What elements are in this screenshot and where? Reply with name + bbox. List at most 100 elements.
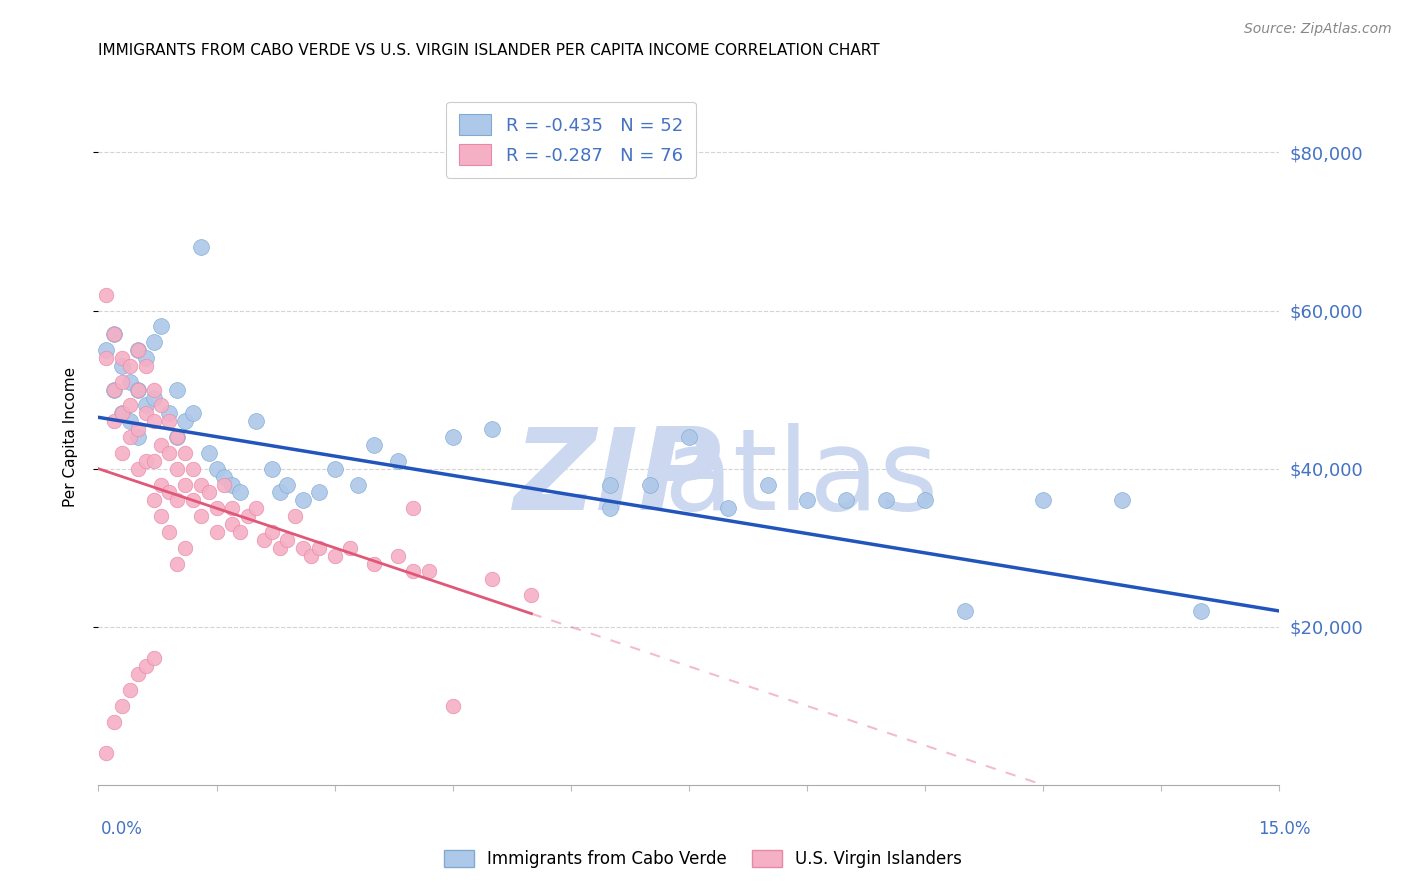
Point (387, 454, 409, 468)
Point (205, 524, 228, 539)
Point (190, 240, 212, 254)
Point (103, 383, 125, 397)
Point (717, 501, 740, 516)
Point (181, 406, 204, 420)
Point (135, 406, 157, 420)
Point (276, 533, 298, 547)
Point (678, 430, 700, 444)
Point (214, 477, 236, 491)
Point (174, 541, 197, 555)
Point (166, 557, 188, 571)
Point (174, 446, 197, 460)
Point (190, 509, 212, 524)
Point (953, 604, 976, 618)
Point (157, 414, 180, 428)
Point (1111, 493, 1133, 508)
Point (166, 383, 188, 397)
Y-axis label: Per Capita Income: Per Capita Income (63, 367, 77, 508)
Point (323, 549, 346, 563)
Point (142, 454, 165, 468)
Point (96, 343, 118, 358)
Text: 15.0%: 15.0% (1258, 820, 1310, 838)
Point (363, 438, 385, 452)
Point (96, 351, 118, 365)
Point (269, 485, 291, 500)
Point (135, 359, 157, 373)
Point (1032, 493, 1054, 508)
Point (181, 493, 204, 508)
Point (166, 430, 188, 444)
Point (142, 391, 165, 405)
Point (190, 477, 212, 491)
Point (103, 414, 125, 428)
Point (150, 319, 173, 334)
Point (127, 422, 149, 436)
Point (103, 714, 125, 729)
Text: ZIP: ZIP (513, 424, 723, 534)
Text: IMMIGRANTS FROM CABO VERDE VS U.S. VIRGIN ISLANDER PER CAPITA INCOME CORRELATION: IMMIGRANTS FROM CABO VERDE VS U.S. VIRGI… (98, 43, 880, 58)
Point (441, 698, 464, 713)
Point (197, 446, 219, 460)
Point (875, 493, 897, 508)
Point (181, 461, 204, 475)
Point (1189, 604, 1212, 618)
Point (260, 461, 283, 475)
Point (142, 414, 165, 428)
Point (135, 351, 157, 365)
Point (756, 477, 779, 491)
Point (520, 588, 543, 602)
Point (111, 375, 134, 389)
Point (111, 359, 134, 373)
Point (481, 422, 503, 436)
Point (103, 327, 125, 342)
Point (157, 406, 180, 420)
Point (308, 485, 330, 500)
Point (142, 335, 165, 350)
Point (127, 383, 149, 397)
Point (166, 493, 188, 508)
Point (135, 399, 157, 413)
Point (150, 438, 173, 452)
Point (118, 414, 141, 428)
Point (229, 524, 252, 539)
Point (135, 454, 157, 468)
Point (197, 485, 219, 500)
Point (276, 477, 298, 491)
Point (174, 477, 197, 491)
Point (166, 430, 188, 444)
Point (157, 485, 180, 500)
Legend: Immigrants from Cabo Verde, U.S. Virgin Islanders: Immigrants from Cabo Verde, U.S. Virgin … (437, 843, 969, 875)
Text: Source: ZipAtlas.com: Source: ZipAtlas.com (1244, 22, 1392, 37)
Point (363, 557, 385, 571)
Point (118, 683, 141, 698)
Point (103, 327, 125, 342)
Point (103, 383, 125, 397)
Point (481, 573, 503, 587)
Point (111, 698, 134, 713)
Point (347, 477, 370, 491)
Point (205, 461, 228, 475)
Point (284, 509, 307, 524)
Point (118, 375, 141, 389)
Point (599, 501, 621, 516)
Point (599, 477, 621, 491)
Point (221, 477, 243, 491)
Point (111, 406, 134, 420)
Point (638, 477, 661, 491)
Point (260, 524, 283, 539)
Point (339, 541, 361, 555)
Point (245, 414, 267, 428)
Point (96, 287, 118, 301)
Point (127, 383, 149, 397)
Point (308, 541, 330, 555)
Point (118, 430, 141, 444)
Point (127, 667, 149, 681)
Point (796, 493, 818, 508)
Point (157, 524, 180, 539)
Point (229, 485, 252, 500)
Point (135, 659, 157, 673)
Point (253, 533, 276, 547)
Point (292, 493, 315, 508)
Point (292, 541, 315, 555)
Point (174, 414, 197, 428)
